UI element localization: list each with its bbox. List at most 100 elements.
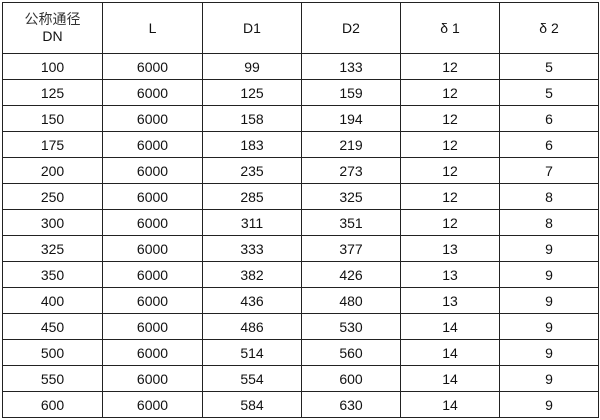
cell-d2: 560 — [301, 339, 401, 366]
cell-delta1: 13 — [400, 235, 500, 262]
cell-delta1: 14 — [400, 339, 500, 366]
cell-dn: 400 — [2, 287, 103, 314]
table-row: 325 6000 333 377 13 9 — [2, 235, 599, 262]
cell-delta2: 9 — [499, 339, 599, 366]
cell-dn: 200 — [2, 157, 103, 184]
cell-l: 6000 — [102, 365, 203, 392]
cell-l: 6000 — [102, 391, 203, 418]
cell-l: 6000 — [102, 79, 203, 106]
cell-d1: 333 — [202, 235, 302, 262]
table-row: 450 6000 486 530 14 9 — [2, 313, 599, 340]
table-row: 400 6000 436 480 13 9 — [2, 287, 599, 314]
cell-d2: 377 — [301, 235, 401, 262]
cell-delta2: 5 — [499, 79, 599, 106]
table-row: 100 6000 99 133 12 5 — [2, 53, 599, 80]
header-l: L — [102, 2, 203, 54]
header-dn-cn: 公称通径 — [24, 12, 81, 28]
cell-l: 6000 — [102, 339, 203, 366]
cell-l: 6000 — [102, 131, 203, 158]
cell-delta1: 12 — [400, 157, 500, 184]
cell-d1: 436 — [202, 287, 302, 314]
header-d2: D2 — [301, 2, 401, 54]
cell-d1: 285 — [202, 183, 302, 210]
cell-dn: 325 — [2, 235, 103, 262]
cell-dn: 550 — [2, 365, 103, 392]
cell-delta1: 14 — [400, 391, 500, 418]
cell-delta1: 12 — [400, 209, 500, 236]
table-row: 500 6000 514 560 14 9 — [2, 339, 599, 366]
cell-d1: 514 — [202, 339, 302, 366]
table-row: 300 6000 311 351 12 8 — [2, 209, 599, 236]
cell-d2: 219 — [301, 131, 401, 158]
cell-delta2: 9 — [499, 287, 599, 314]
cell-delta2: 5 — [499, 53, 599, 80]
header-dn: 公称通径 DN — [2, 2, 103, 54]
header-delta1: δ 1 — [400, 2, 500, 54]
cell-l: 6000 — [102, 235, 203, 262]
table-row: 200 6000 235 273 12 7 — [2, 157, 599, 184]
cell-l: 6000 — [102, 261, 203, 288]
cell-dn: 175 — [2, 131, 103, 158]
cell-delta1: 13 — [400, 287, 500, 314]
cell-delta1: 12 — [400, 131, 500, 158]
cell-dn: 100 — [2, 53, 103, 80]
cell-d1: 235 — [202, 157, 302, 184]
cell-delta2: 9 — [499, 391, 599, 418]
cell-dn: 300 — [2, 209, 103, 236]
cell-delta1: 14 — [400, 313, 500, 340]
cell-d2: 530 — [301, 313, 401, 340]
cell-l: 6000 — [102, 157, 203, 184]
cell-dn: 125 — [2, 79, 103, 106]
cell-l: 6000 — [102, 53, 203, 80]
cell-delta2: 9 — [499, 313, 599, 340]
cell-l: 6000 — [102, 287, 203, 314]
cell-l: 6000 — [102, 209, 203, 236]
cell-d2: 194 — [301, 105, 401, 132]
cell-d1: 99 — [202, 53, 302, 80]
cell-delta1: 14 — [400, 365, 500, 392]
cell-dn: 250 — [2, 183, 103, 210]
cell-delta1: 12 — [400, 79, 500, 106]
cell-l: 6000 — [102, 183, 203, 210]
header-row: 公称通径 DN L D1 D2 δ 1 δ 2 — [2, 2, 599, 54]
cell-delta1: 12 — [400, 53, 500, 80]
table-row: 125 6000 125 159 12 5 — [2, 79, 599, 106]
table-row: 600 6000 584 630 14 9 — [2, 391, 599, 418]
cell-dn: 600 — [2, 391, 103, 418]
cell-dn: 450 — [2, 313, 103, 340]
cell-delta2: 6 — [499, 131, 599, 158]
cell-d1: 311 — [202, 209, 302, 236]
cell-d2: 630 — [301, 391, 401, 418]
cell-delta2: 9 — [499, 365, 599, 392]
table-row: 150 6000 158 194 12 6 — [2, 105, 599, 132]
cell-delta1: 12 — [400, 183, 500, 210]
cell-d1: 382 — [202, 261, 302, 288]
header-dn-en: DN — [42, 28, 63, 44]
cell-delta2: 9 — [499, 261, 599, 288]
cell-d2: 273 — [301, 157, 401, 184]
cell-d2: 480 — [301, 287, 401, 314]
cell-l: 6000 — [102, 313, 203, 340]
cell-d1: 554 — [202, 365, 302, 392]
cell-d2: 351 — [301, 209, 401, 236]
cell-d2: 600 — [301, 365, 401, 392]
cell-d1: 183 — [202, 131, 302, 158]
cell-delta2: 8 — [499, 183, 599, 210]
cell-dn: 500 — [2, 339, 103, 366]
cell-delta1: 13 — [400, 261, 500, 288]
cell-delta2: 7 — [499, 157, 599, 184]
table-row: 350 6000 382 426 13 9 — [2, 261, 599, 288]
cell-d2: 325 — [301, 183, 401, 210]
header-d1: D1 — [202, 2, 302, 54]
header-delta2: δ 2 — [499, 2, 599, 54]
cell-delta2: 8 — [499, 209, 599, 236]
cell-d2: 426 — [301, 261, 401, 288]
cell-d1: 486 — [202, 313, 302, 340]
cell-delta1: 12 — [400, 105, 500, 132]
cell-delta2: 9 — [499, 235, 599, 262]
cell-d1: 125 — [202, 79, 302, 106]
cell-dn: 350 — [2, 261, 103, 288]
cell-d1: 158 — [202, 105, 302, 132]
cell-dn: 150 — [2, 105, 103, 132]
table-row: 550 6000 554 600 14 9 — [2, 365, 599, 392]
